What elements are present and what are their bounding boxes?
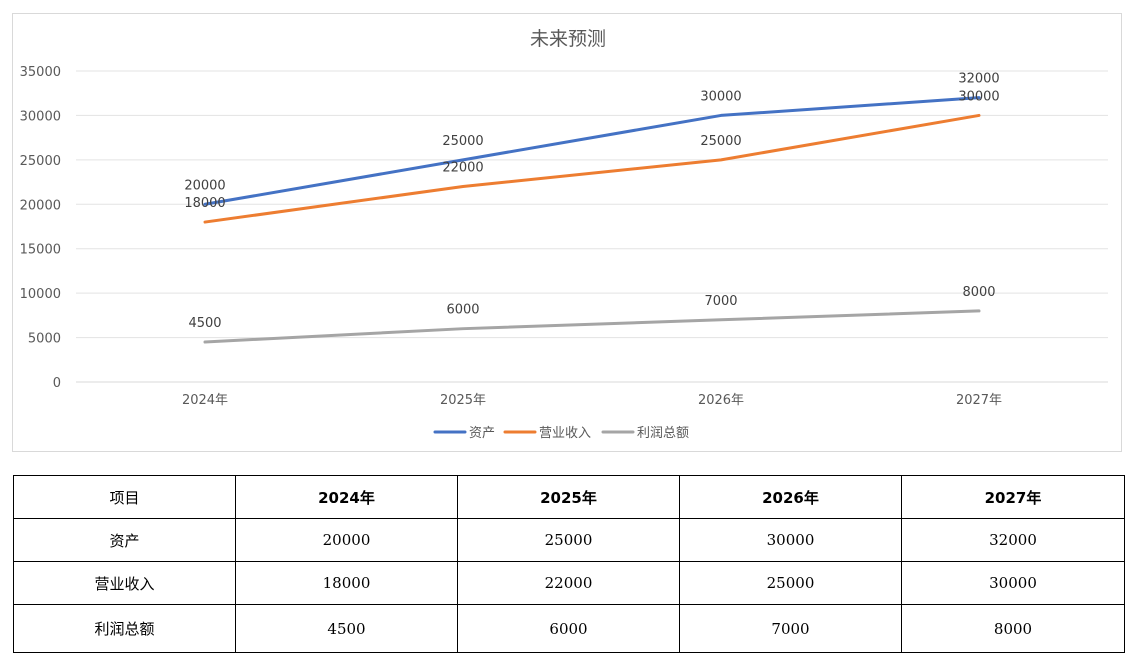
y-tick-label: 10000 bbox=[20, 287, 61, 302]
table-row: 利润总额 4500 6000 7000 8000 bbox=[13, 604, 1125, 653]
series-lines bbox=[203, 96, 981, 344]
chart-title: 未来预测 bbox=[530, 28, 606, 50]
gridlines bbox=[76, 70, 1108, 383]
table-header-cell: 项目 bbox=[13, 475, 236, 519]
series-line bbox=[203, 113, 981, 224]
table-cell: 7000 bbox=[679, 604, 902, 653]
x-tick-label: 2024年 bbox=[182, 393, 228, 408]
y-tick-label: 20000 bbox=[20, 198, 61, 213]
data-label: 4500 bbox=[188, 316, 221, 331]
table-row: 营业收入 18000 22000 25000 30000 bbox=[13, 561, 1125, 605]
table-cell: 6000 bbox=[457, 604, 680, 653]
table-cell: 20000 bbox=[235, 518, 458, 562]
series-line bbox=[203, 96, 981, 206]
table-cell: 22000 bbox=[457, 561, 680, 605]
y-tick-label: 5000 bbox=[28, 332, 61, 347]
table-cell: 18000 bbox=[235, 561, 458, 605]
legend-label: 利润总额 bbox=[637, 426, 689, 441]
table-row-label: 利润总额 bbox=[13, 604, 236, 653]
table-row-label: 营业收入 bbox=[13, 561, 236, 605]
data-label: 6000 bbox=[446, 303, 479, 318]
legend-label: 营业收入 bbox=[539, 426, 591, 441]
legend: 资产 营业收入 利润总额 bbox=[433, 426, 689, 441]
table-cell: 30000 bbox=[679, 518, 902, 562]
table-cell: 30000 bbox=[901, 561, 1125, 605]
table-cell: 25000 bbox=[679, 561, 902, 605]
data-label: 7000 bbox=[704, 294, 737, 309]
y-tick-label: 25000 bbox=[20, 154, 61, 169]
data-label: 8000 bbox=[962, 285, 995, 300]
table-row: 资产 20000 25000 30000 32000 bbox=[13, 518, 1125, 562]
data-label: 20000 bbox=[184, 178, 225, 193]
data-labels: 20000 25000 30000 32000 18000 22000 25000 30000… bbox=[184, 72, 999, 331]
data-label: 30000 bbox=[958, 89, 999, 104]
table-row-label: 资产 bbox=[13, 518, 236, 562]
data-label: 22000 bbox=[442, 161, 483, 176]
x-axis-ticks: 2024年 2025年 2026年 2027年 bbox=[182, 393, 1002, 408]
table-header-cell: 2024年 bbox=[235, 475, 458, 519]
x-tick-label: 2027年 bbox=[956, 393, 1002, 408]
data-label: 18000 bbox=[184, 196, 225, 211]
data-table: 项目 2024年 2025年 2026年 2027年 资产 20000 2500… bbox=[13, 475, 1125, 653]
data-label: 30000 bbox=[700, 89, 741, 104]
y-tick-label: 15000 bbox=[20, 243, 61, 258]
legend-label: 资产 bbox=[469, 426, 495, 441]
data-label: 25000 bbox=[700, 134, 741, 149]
x-tick-label: 2026年 bbox=[698, 393, 744, 408]
data-label: 32000 bbox=[958, 72, 999, 87]
y-tick-label: 30000 bbox=[20, 109, 61, 124]
line-chart: 未来预测 0 5000 10000 15000 20000 25000 30000 35000… bbox=[20, 28, 1108, 441]
y-tick-label: 0 bbox=[53, 376, 61, 391]
table-cell: 4500 bbox=[235, 604, 458, 653]
table-cell: 25000 bbox=[457, 518, 680, 562]
table-header-row: 项目 2024年 2025年 2026年 2027年 bbox=[13, 475, 1125, 519]
y-axis-ticks: 0 5000 10000 15000 20000 25000 30000 35000 bbox=[20, 65, 61, 391]
table-header-cell: 2025年 bbox=[457, 475, 680, 519]
data-label: 25000 bbox=[442, 134, 483, 149]
table-cell: 32000 bbox=[901, 518, 1125, 562]
table-cell: 8000 bbox=[901, 604, 1125, 653]
table-header-cell: 2027年 bbox=[901, 475, 1125, 519]
y-tick-label: 35000 bbox=[20, 65, 61, 80]
x-tick-label: 2025年 bbox=[440, 393, 486, 408]
table-header-cell: 2026年 bbox=[679, 475, 902, 519]
series-line bbox=[203, 309, 981, 344]
chart-container: 未来预测 0 5000 10000 15000 20000 25000 30000 35000… bbox=[12, 13, 1122, 452]
